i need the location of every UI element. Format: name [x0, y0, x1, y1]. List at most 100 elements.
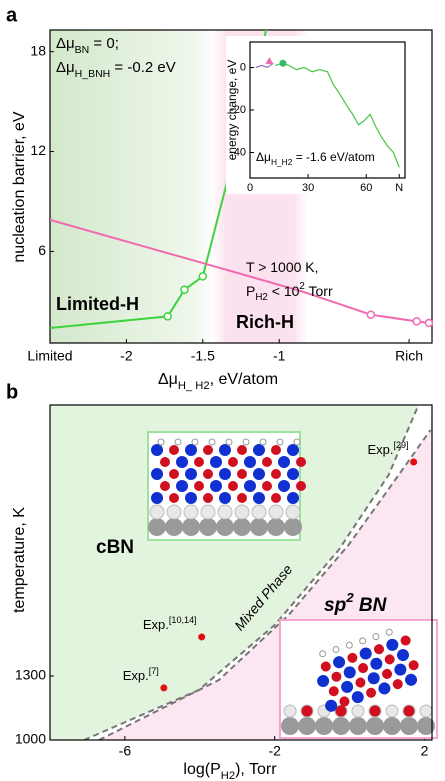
text-part: Δμ: [56, 35, 75, 52]
x-tick-label: -1.5: [191, 348, 215, 364]
panel-label: a: [6, 4, 18, 26]
atom: [287, 468, 299, 480]
atom: [184, 505, 198, 519]
x-axis-label: log(PH2), Torr: [183, 761, 277, 781]
atom: [284, 705, 296, 717]
atom: [228, 457, 238, 467]
atom: [349, 717, 367, 735]
atom: [286, 505, 300, 519]
atom: [210, 456, 222, 468]
atom: [253, 468, 265, 480]
atom: [219, 444, 231, 456]
atom: [237, 493, 247, 503]
atom: [287, 492, 299, 504]
text-part: BN: [75, 44, 90, 56]
atom: [267, 518, 285, 536]
atom: [216, 518, 234, 536]
atom: [194, 457, 204, 467]
figure: a b Limited-2-1.5-1Rich61218nucleation b…: [0, 0, 445, 781]
atom: [281, 717, 299, 735]
atom: [262, 481, 272, 491]
atom: [287, 444, 299, 456]
atom: [151, 444, 163, 456]
text-part: Rich-H: [236, 312, 294, 332]
y-tick-label: 1000: [15, 731, 46, 747]
atom: [150, 505, 164, 519]
y-tick-label: 18: [30, 42, 46, 58]
text-part: log(: [183, 761, 210, 778]
atom: [243, 439, 249, 445]
atom: [199, 518, 217, 536]
atom: [237, 469, 247, 479]
atom: [332, 717, 350, 735]
atom: [160, 481, 170, 491]
atom: [160, 457, 170, 467]
data-marker: [199, 273, 206, 280]
atom: [237, 445, 247, 455]
x-tick-label: -2: [120, 348, 133, 364]
atom: [151, 492, 163, 504]
atom: [278, 480, 290, 492]
atom: [219, 492, 231, 504]
text-part: sp: [324, 595, 346, 616]
atom: [301, 705, 313, 717]
atom: [269, 505, 283, 519]
atom: [244, 480, 256, 492]
atom: [262, 457, 272, 467]
atom: [169, 469, 179, 479]
annotation: T > 1000 K,: [246, 259, 319, 275]
x-tick-label: N: [395, 182, 403, 194]
text-part: Exp.: [143, 617, 169, 632]
inset-background: [226, 36, 412, 194]
x-tick-label: 2: [421, 743, 429, 759]
data-point: [160, 684, 167, 691]
atom: [228, 481, 238, 491]
atom: [253, 492, 265, 504]
text-part: Δμ: [56, 59, 75, 76]
atom: [201, 505, 215, 519]
atom: [158, 439, 164, 445]
text-part: H2: [255, 292, 268, 303]
atom: [185, 444, 197, 456]
text-part: = 0;: [89, 35, 119, 52]
panel-label: b: [6, 381, 18, 403]
atom: [315, 717, 333, 735]
text-part: P: [246, 283, 255, 299]
data-marker: [367, 311, 374, 318]
atom: [369, 705, 381, 717]
text-part: Exp.: [123, 668, 149, 683]
text-part: Torr: [305, 283, 333, 299]
atom: [420, 705, 432, 717]
text-part: Δμ: [256, 150, 271, 164]
data-marker: [279, 60, 286, 67]
text-part: T > 1000 K,: [246, 259, 319, 275]
atom: [400, 717, 418, 735]
atom: [165, 518, 183, 536]
annotation: Limited-H: [56, 294, 139, 314]
atom: [294, 439, 300, 445]
x-tick-label: -6: [119, 743, 132, 759]
atom: [235, 505, 249, 519]
atom: [185, 468, 197, 480]
atom: [271, 493, 281, 503]
text-part: = -1.6 eV/atom: [292, 150, 374, 164]
atom: [169, 445, 179, 455]
atom: [203, 493, 213, 503]
atom: [194, 481, 204, 491]
y-tick-label: 1300: [15, 667, 46, 683]
text-part: [7]: [149, 666, 159, 676]
y-axis-label: nucleation barrier, eV: [11, 111, 28, 263]
text-part: cBN: [96, 537, 134, 558]
atom: [185, 492, 197, 504]
text-part: H_ H2: [178, 380, 210, 392]
y-tick-label: 6: [38, 242, 46, 258]
atom: [148, 518, 166, 536]
text-part: H_BNH: [75, 68, 111, 80]
atom: [167, 505, 181, 519]
atom: [252, 505, 266, 519]
data-marker: [164, 313, 171, 320]
atom: [271, 469, 281, 479]
x-axis-label: ΔμH_ H2, eV/atom: [158, 371, 278, 392]
x-tick-label: Limited: [27, 348, 72, 364]
x-tick-label: -2: [268, 743, 281, 759]
